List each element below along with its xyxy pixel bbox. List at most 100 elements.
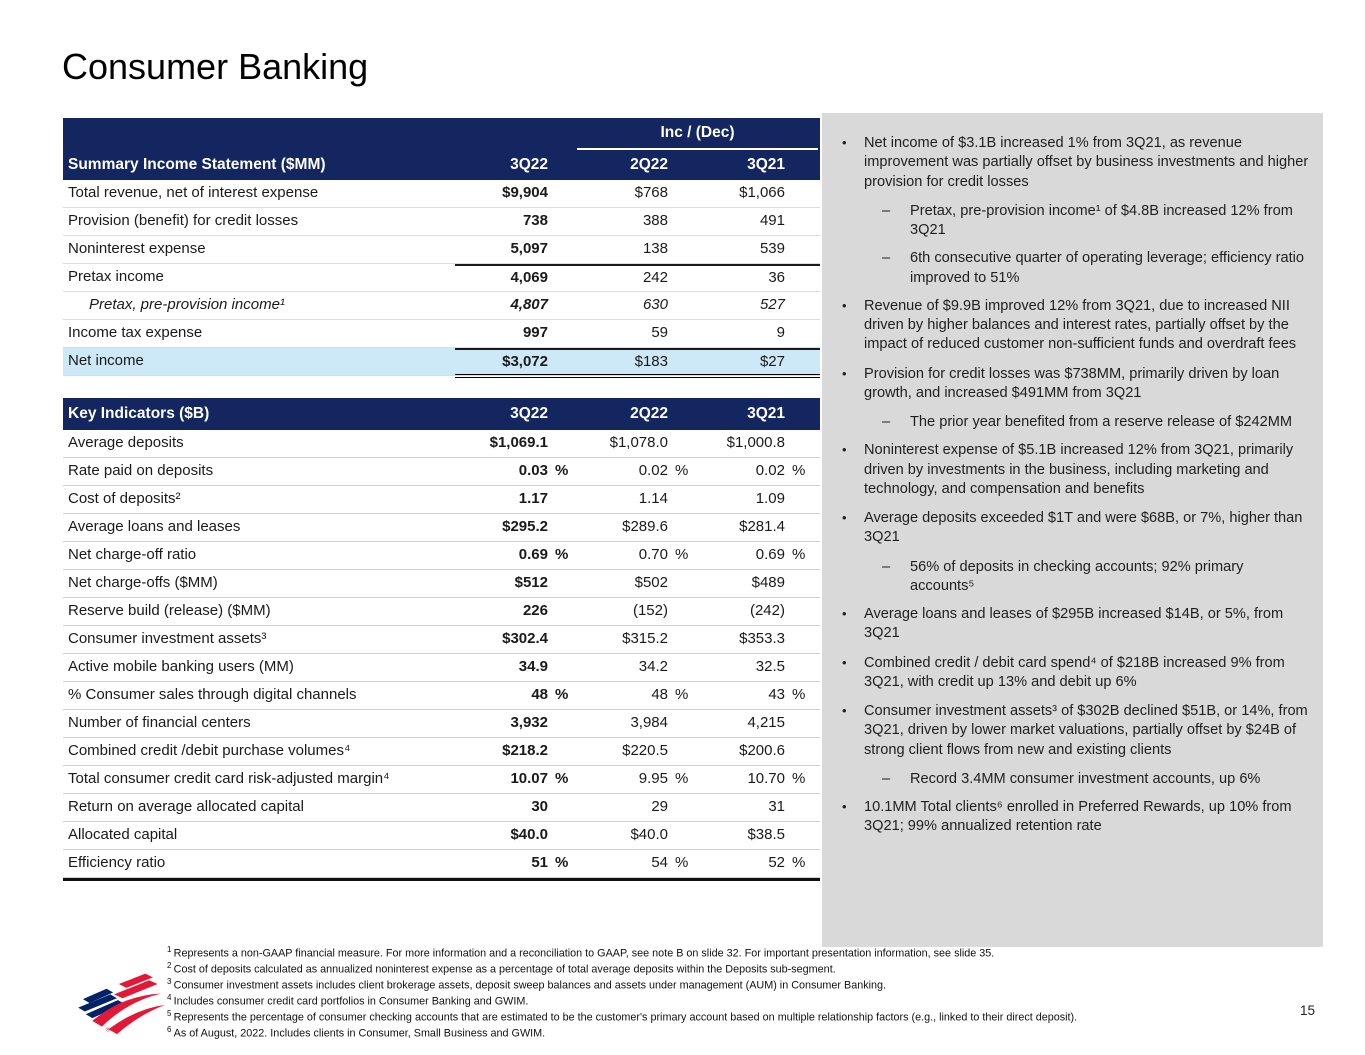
cell-value: 388	[642, 212, 668, 229]
bullet-icon: •	[842, 799, 847, 814]
bullet-text: Average deposits exceeded $1T and were $…	[864, 510, 1303, 546]
sub-bullet-text: 56% of deposits in checking accounts; 92…	[910, 558, 1244, 594]
cell-percent-sign	[668, 598, 695, 625]
row-label: Allocated capital	[68, 826, 178, 843]
cell-value: 138	[642, 240, 668, 257]
cell-percent-sign	[668, 348, 695, 378]
cell-percent-sign	[548, 236, 577, 263]
cell-percent-sign: %	[792, 546, 806, 563]
row-label: Active mobile banking users (MM)	[68, 658, 294, 675]
cell-percent-sign	[668, 738, 695, 765]
bullet-text: Noninterest expense of $5.1B increased 1…	[864, 442, 1294, 497]
svg-text:®: ®	[106, 1026, 111, 1033]
table-row: Pretax income 4,069 242 36	[63, 264, 820, 292]
cell-value: 54	[651, 854, 668, 871]
cell-value: 1.17	[518, 490, 548, 507]
cell-value: 48	[531, 686, 548, 703]
inc-dec-label: Inc / (Dec)	[577, 118, 818, 150]
table-row: Allocated capital $40.0 $40.0 $38.5	[63, 822, 820, 850]
cell-value: $200.6	[739, 742, 785, 759]
cell-value: $315.2	[622, 630, 668, 647]
row-label: Average loans and leases	[68, 518, 241, 535]
table-row: Number of financial centers 3,932 3,984 4,2…	[63, 710, 820, 738]
cell-value: 4,215	[747, 714, 785, 731]
cell-value: 4,807	[510, 296, 548, 313]
bullet-text: Consumer investment assets³ of $302B dec…	[864, 703, 1308, 758]
cell-value: $502	[634, 574, 668, 591]
cell-value: 0.69	[755, 546, 785, 563]
cell-percent-sign	[785, 514, 820, 541]
row-label: Number of financial centers	[68, 714, 251, 731]
cell-value: 0.69	[518, 546, 548, 563]
list-item: • Revenue of $9.9B improved 12% from 3Q21…	[838, 297, 1311, 355]
cell-percent-sign	[548, 514, 577, 541]
cell-percent-sign	[785, 598, 820, 625]
dash-icon: –	[882, 558, 891, 575]
list-item: • Noninterest expense of $5.1B increased …	[838, 441, 1311, 499]
cell-percent-sign	[668, 180, 695, 207]
column-header-3q21: 3Q21	[747, 405, 785, 422]
bullet-text: 10.1MM Total clients⁶ enrolled in Prefer…	[864, 799, 1292, 835]
cell-percent-sign	[668, 430, 695, 457]
cell-value: 997	[522, 324, 548, 341]
cell-value: $289.6	[622, 518, 668, 535]
cell-value: 34.9	[518, 658, 548, 675]
cell-value: $220.5	[622, 742, 668, 759]
cell-percent-sign	[785, 710, 820, 737]
cell-value: $302.4	[502, 630, 548, 647]
table-row: Return on average allocated capital 30 29 3…	[63, 794, 820, 822]
table-row: Rate paid on deposits 0.03% 0.02% 0.02%	[63, 458, 820, 486]
sub-list-item: – Record 3.4MM consumer investment accoun…	[838, 770, 1311, 789]
key-table-title: Key Indicators ($B)	[68, 405, 210, 422]
cell-percent-sign	[548, 348, 577, 378]
bullet-text: Net income of $3.1B increased 1% from 3Q…	[864, 135, 1309, 190]
cell-value: 1.09	[755, 490, 785, 507]
cell-value: $218.2	[502, 742, 548, 759]
cell-percent-sign	[785, 320, 820, 347]
cell-value: 34.2	[638, 658, 668, 675]
row-label: Consumer investment assets³	[68, 630, 267, 647]
bullet-icon: •	[842, 654, 847, 670]
cell-value: 226	[522, 602, 548, 619]
cell-value: $27	[695, 348, 785, 378]
cell-percent-sign: %	[555, 770, 569, 787]
key-indicators-table: Key Indicators ($B) 3Q22 2Q22 3Q21 Avera…	[63, 398, 820, 881]
cell-percent-sign	[668, 514, 695, 541]
cell-value: 51	[531, 854, 548, 871]
cell-value: 30	[531, 798, 548, 815]
column-header-2q22: 2Q22	[630, 156, 668, 173]
cell-percent-sign	[785, 236, 820, 263]
table-row: Average loans and leases $295.2 $289.6 $281…	[63, 514, 820, 542]
sub-list-item: – The prior year benefited from a reserve…	[838, 413, 1311, 432]
cell-value: $1,066	[739, 184, 785, 201]
sub-bullet-text: Record 3.4MM consumer investment account…	[910, 770, 1261, 787]
cell-percent-sign: %	[675, 854, 689, 871]
flag-icon: ®	[78, 973, 166, 1035]
sub-list-item: – Pretax, pre-provision income¹ of $4.8B …	[838, 202, 1311, 241]
key-table-header: Key Indicators ($B) 3Q22 2Q22 3Q21	[63, 398, 820, 430]
bullet-icon: •	[842, 442, 847, 458]
cell-value: 527	[759, 296, 785, 313]
cell-percent-sign	[668, 292, 695, 319]
dash-icon: –	[882, 250, 891, 267]
cell-percent-sign	[548, 710, 577, 737]
cell-percent-sign	[548, 626, 577, 653]
cell-value: 52	[768, 854, 785, 871]
table-row: Noninterest expense 5,097 138 539	[63, 236, 820, 264]
cell-percent-sign: %	[792, 462, 806, 479]
cell-percent-sign	[668, 208, 695, 235]
dash-icon: –	[882, 770, 891, 787]
cell-percent-sign	[785, 208, 820, 235]
cell-value: 0.02	[755, 462, 785, 479]
row-label: Average deposits	[68, 434, 184, 451]
row-label: Return on average allocated capital	[68, 798, 304, 815]
cell-value: 0.70	[638, 546, 668, 563]
cell-value: 59	[651, 324, 668, 341]
row-label: Income tax expense	[68, 324, 203, 341]
cell-percent-sign: %	[675, 546, 689, 563]
cell-value: 3,984	[630, 714, 668, 731]
table-row: Reserve build (release) ($MM) 226 (152) (24…	[63, 598, 820, 626]
list-item: • 10.1MM Total clients⁶ enrolled in Prefe…	[838, 798, 1311, 837]
list-item: • Provision for credit losses was $738MM,…	[838, 365, 1311, 404]
